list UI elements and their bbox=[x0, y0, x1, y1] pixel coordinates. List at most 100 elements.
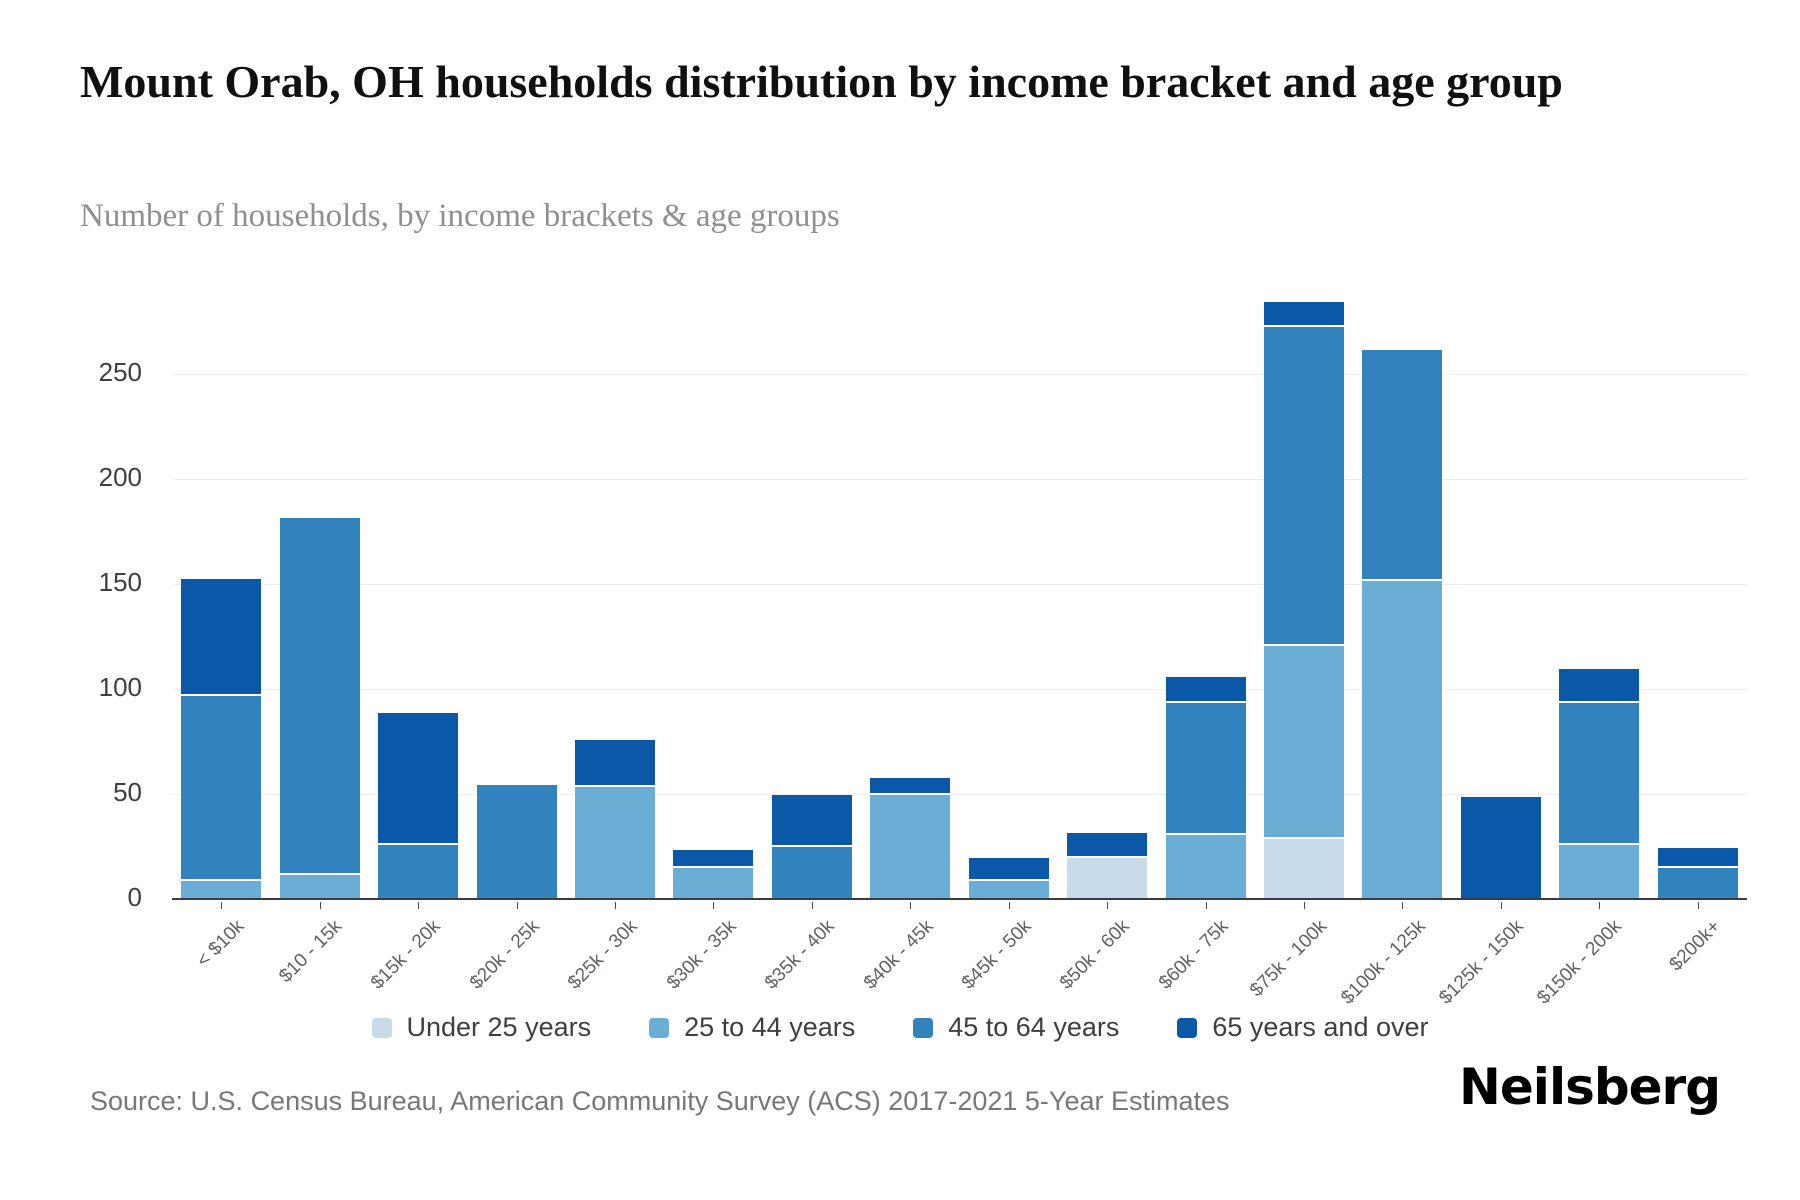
x-tick bbox=[614, 902, 616, 909]
bar-segment bbox=[1264, 837, 1345, 900]
x-slot: $60k - 75k bbox=[1154, 900, 1254, 1020]
x-axis-label: $75k - 100k bbox=[1245, 916, 1331, 1002]
legend-item-under-25[interactable]: Under 25 years bbox=[371, 1012, 592, 1043]
x-slot: $75k - 100k bbox=[1246, 900, 1353, 1020]
bar-$10 - 15k bbox=[279, 517, 360, 900]
bar-segment bbox=[378, 843, 459, 900]
bar-$25k - 30k bbox=[574, 740, 655, 900]
bar-$100k - 125k bbox=[1362, 349, 1443, 900]
x-axis-label: $35k - 40k bbox=[761, 916, 839, 994]
bar-slot bbox=[1156, 255, 1254, 900]
x-tick bbox=[910, 902, 912, 909]
legend-label: 25 to 44 years bbox=[684, 1012, 856, 1042]
bar-$75k - 100k bbox=[1264, 301, 1345, 900]
bar-segment bbox=[181, 578, 262, 695]
legend-label: Under 25 years bbox=[406, 1012, 592, 1042]
bar-slot bbox=[172, 255, 270, 900]
bar-segment bbox=[1264, 643, 1345, 837]
bar-segment bbox=[771, 845, 852, 900]
bar-$35k - 40k bbox=[771, 795, 852, 900]
x-axis-label: < $10k bbox=[192, 916, 249, 972]
x-axis-label: $40k - 45k bbox=[859, 916, 938, 994]
x-axis-label: $20k - 25k bbox=[465, 916, 544, 994]
bar-slot bbox=[1550, 255, 1648, 900]
bar-$20k - 25k bbox=[476, 784, 557, 900]
bar-segment bbox=[1165, 832, 1246, 900]
bar-segment bbox=[181, 879, 262, 900]
x-tick bbox=[1402, 902, 1404, 909]
bar-slot bbox=[566, 255, 664, 900]
y-axis-label: 100 bbox=[98, 672, 142, 702]
bar-$45k - 50k bbox=[968, 858, 1049, 900]
bar-segment bbox=[1165, 700, 1246, 833]
bar-segment bbox=[1657, 866, 1738, 900]
x-slot: < $10k bbox=[172, 900, 270, 1020]
bar-segment bbox=[1067, 855, 1148, 900]
gridline bbox=[172, 374, 1747, 375]
x-tick bbox=[1500, 902, 1502, 909]
bar-segment bbox=[870, 792, 951, 900]
bar-$15k - 20k bbox=[378, 713, 459, 900]
y-axis: 0 50 100 150 200 250 bbox=[60, 255, 156, 912]
bar-segment bbox=[378, 713, 459, 844]
bar-segment bbox=[673, 866, 754, 900]
bar-slot bbox=[960, 255, 1058, 900]
bar-slot bbox=[861, 255, 959, 900]
bar-slot bbox=[1255, 255, 1353, 900]
x-axis-label: $45k - 50k bbox=[957, 916, 1036, 994]
bars bbox=[172, 255, 1747, 900]
y-axis-label: 0 bbox=[127, 882, 142, 912]
bar-segment bbox=[1559, 669, 1640, 701]
x-slot: $200k+ bbox=[1649, 900, 1747, 1020]
y-axis-label: 150 bbox=[98, 567, 142, 597]
x-axis-label: $50k - 60k bbox=[1056, 916, 1135, 994]
x-axis: < $10k $10 - 15k $15k - 20k $20k - 25k $25k … bbox=[172, 900, 1747, 1020]
legend-swatch-under-25-icon bbox=[371, 1017, 392, 1038]
bar-slot bbox=[270, 255, 368, 900]
bar-segment bbox=[870, 778, 951, 793]
legend: Under 25 years 25 to 44 years 45 to 64 y… bbox=[0, 1012, 1800, 1043]
bar-segment bbox=[574, 740, 655, 785]
legend-item-25-to-44[interactable]: 25 to 44 years bbox=[649, 1012, 855, 1043]
x-tick bbox=[319, 902, 321, 909]
plot-area: 0 50 100 150 200 250 < $10k $10 - 15k $15k - 20… bbox=[99, 255, 1747, 1009]
bar-$30k - 35k bbox=[673, 849, 754, 900]
x-axis-label: $30k - 35k bbox=[662, 916, 741, 994]
x-axis-label: $25k - 30k bbox=[564, 916, 642, 994]
bar-segment bbox=[1559, 700, 1640, 844]
x-axis-label: $60k - 75k bbox=[1154, 916, 1233, 994]
y-axis-label: 250 bbox=[98, 357, 142, 387]
x-slot: $10 - 15k bbox=[270, 900, 368, 1020]
legend-item-45-to-64[interactable]: 45 to 64 years bbox=[913, 1012, 1119, 1043]
x-slot: $45k - 50k bbox=[957, 900, 1058, 1020]
y-axis-label: 200 bbox=[98, 462, 142, 492]
bar-slot bbox=[1452, 255, 1550, 900]
x-slot: $40k - 45k bbox=[859, 900, 959, 1020]
gridline bbox=[172, 479, 1747, 480]
bar-slot bbox=[1649, 255, 1747, 900]
bar-segment bbox=[1559, 843, 1640, 900]
x-tick bbox=[1599, 902, 1601, 909]
bar-$150k - 200k bbox=[1559, 669, 1640, 900]
bar-$200k+ bbox=[1657, 847, 1738, 900]
x-tick bbox=[221, 902, 223, 909]
legend-label: 45 to 64 years bbox=[948, 1012, 1120, 1042]
page-subtitle: Number of households, by income brackets… bbox=[80, 198, 840, 234]
bar-segment bbox=[968, 879, 1049, 900]
bar-segment bbox=[574, 784, 655, 900]
x-tick bbox=[1008, 902, 1010, 909]
legend-swatch-25-to-44-icon bbox=[649, 1017, 670, 1038]
x-slot: $150k - 200k bbox=[1534, 900, 1648, 1020]
bar-segment bbox=[1264, 301, 1345, 325]
bar-segment bbox=[1165, 677, 1246, 701]
bar-slot bbox=[369, 255, 467, 900]
bar-$50k - 60k bbox=[1067, 832, 1148, 900]
bar-segment bbox=[1657, 847, 1738, 867]
x-slot: $50k - 60k bbox=[1056, 900, 1156, 1020]
x-tick bbox=[811, 902, 813, 909]
x-slot: $20k - 25k bbox=[465, 900, 565, 1020]
bar-$125k - 150k bbox=[1460, 797, 1541, 900]
bar-segment bbox=[279, 517, 360, 873]
x-slot: $25k - 30k bbox=[564, 900, 664, 1020]
legend-item-65-and-over[interactable]: 65 years and over bbox=[1177, 1012, 1429, 1043]
